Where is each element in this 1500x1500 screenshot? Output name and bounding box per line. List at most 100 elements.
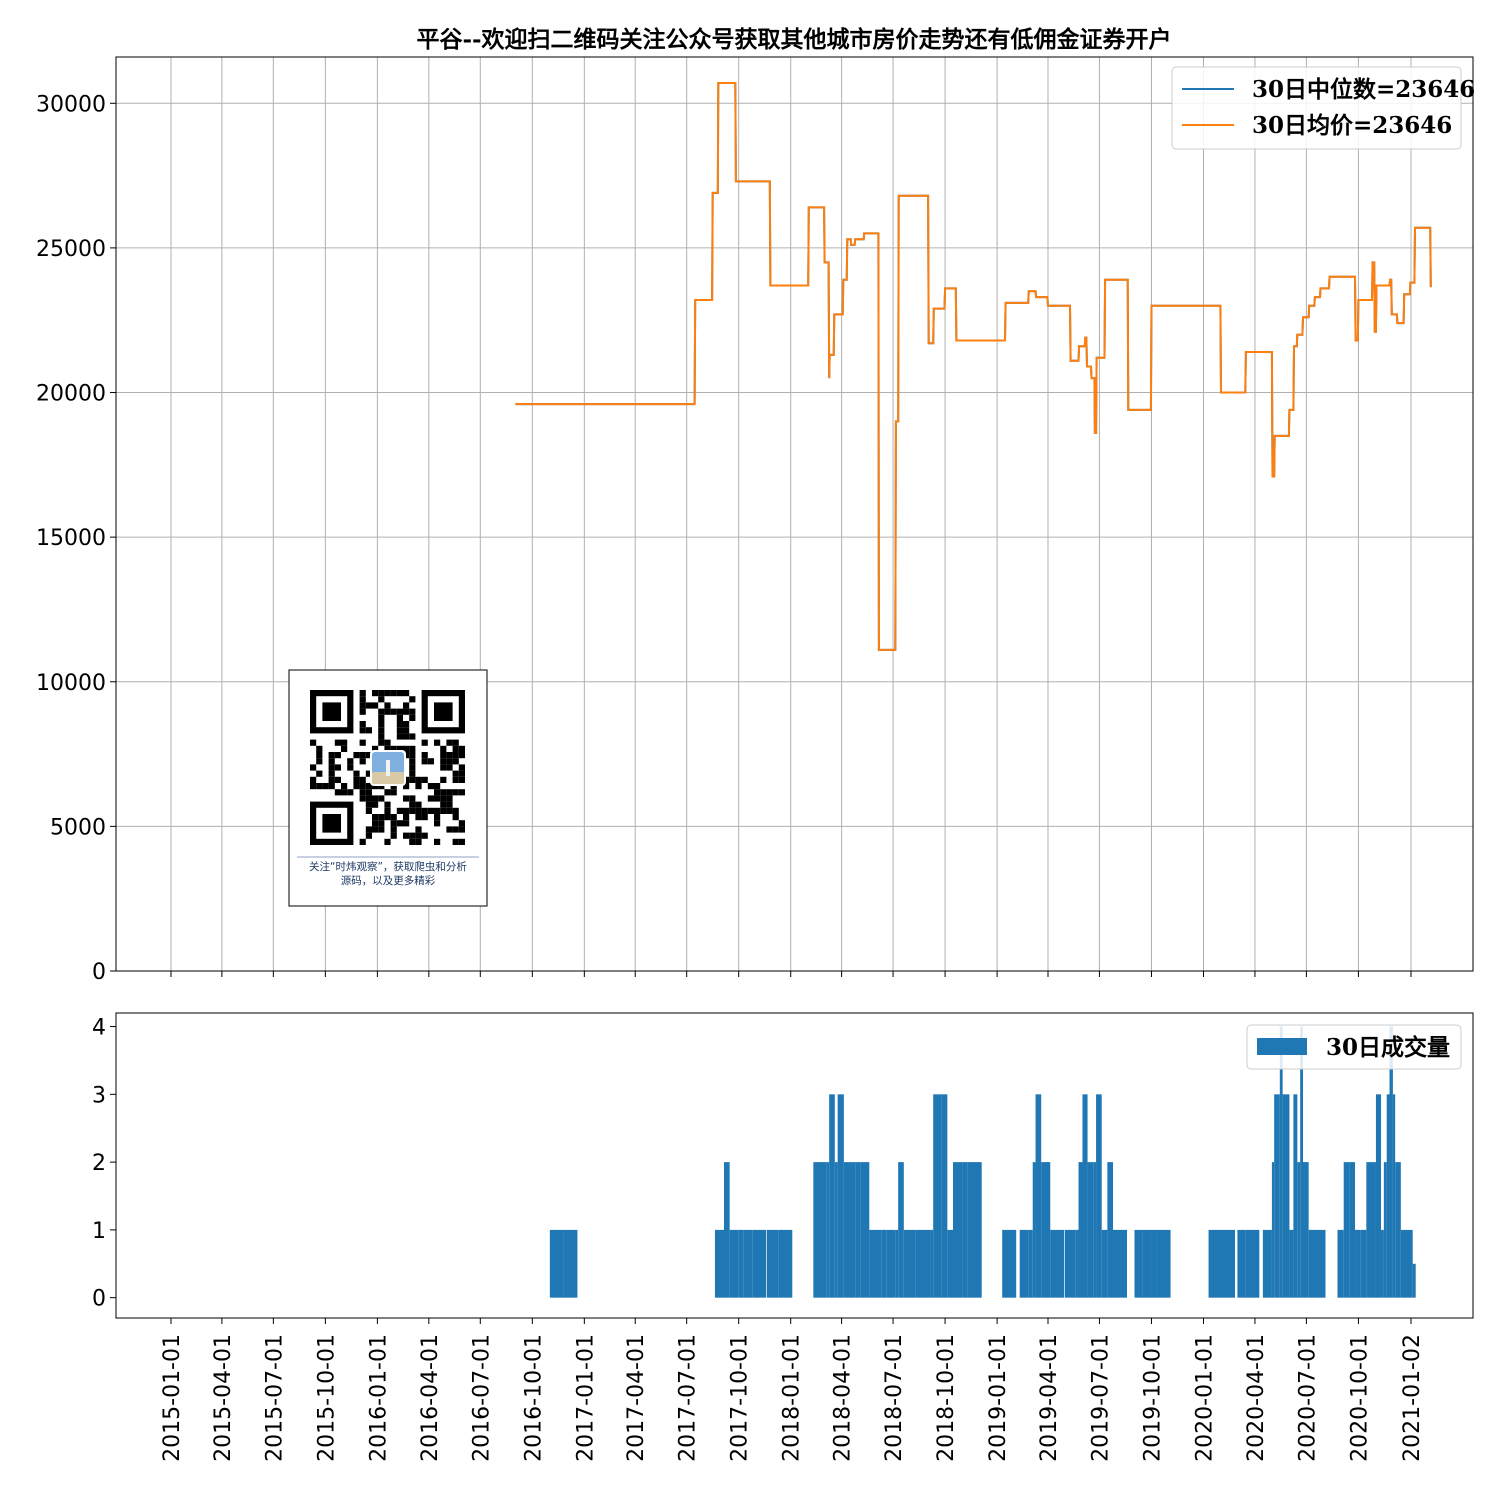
- qr-module: [452, 807, 459, 814]
- qr-module: [384, 838, 391, 845]
- qr-module: [409, 733, 416, 740]
- qr-module: [446, 801, 453, 808]
- qr-module: [384, 745, 391, 752]
- qr-module: [341, 789, 348, 796]
- qr-finder-center: [434, 702, 453, 721]
- volume-bar: [1400, 1229, 1407, 1298]
- qr-module: [359, 776, 366, 783]
- volume-x-tick-label: 2020-01-01: [1192, 1334, 1217, 1462]
- qr-module: [328, 752, 335, 759]
- volume-x-tick-label: 2016-07-01: [469, 1334, 494, 1462]
- qr-module: [396, 807, 403, 814]
- volume-y-tick-label: 1: [92, 1219, 106, 1244]
- qr-module: [378, 820, 385, 827]
- volume-bar: [881, 1229, 887, 1298]
- volume-bar: [829, 1094, 835, 1298]
- volume-bar: [1245, 1229, 1260, 1298]
- qr-module: [359, 752, 366, 759]
- volume-legend: 30日成交量: [1246, 1024, 1462, 1070]
- volume-bars: [549, 1026, 1416, 1298]
- volume-y-tick-label: 4: [92, 1016, 106, 1041]
- volume-y-tick-label: 0: [92, 1287, 106, 1312]
- qr-module: [359, 758, 366, 765]
- legend-label-mean: 30日均价=23646: [1252, 112, 1452, 139]
- qr-module: [378, 714, 385, 721]
- qr-module: [390, 820, 397, 827]
- volume-x-tick-label: 2018-04-01: [831, 1334, 856, 1462]
- qr-avatar-image: [370, 750, 406, 786]
- volume-bar: [1237, 1229, 1246, 1298]
- qr-module: [409, 708, 416, 715]
- qr-module: [409, 752, 416, 759]
- volume-bar: [967, 1162, 982, 1298]
- volume-bar: [1412, 1263, 1416, 1298]
- qr-module: [384, 801, 391, 808]
- qr-module: [403, 690, 410, 697]
- volume-y-axis: 0 1 2 3 4: [92, 1016, 116, 1312]
- qr-module: [446, 739, 453, 746]
- qr-module: [390, 783, 397, 790]
- qr-module: [347, 764, 354, 771]
- qr-module: [372, 826, 379, 833]
- qr-module: [409, 795, 416, 802]
- volume-bar: [1300, 1026, 1304, 1298]
- qr-module: [365, 702, 372, 709]
- qr-module: [458, 838, 465, 845]
- qr-module: [390, 832, 397, 839]
- qr-module: [390, 814, 397, 821]
- qr-caption-line-1: 关注“时炜观察”，获取爬虫和分析: [309, 860, 467, 873]
- volume-bar: [834, 1162, 838, 1298]
- volume-bar: [933, 1094, 942, 1298]
- volume-bar: [1082, 1094, 1088, 1298]
- qr-module: [353, 770, 360, 777]
- legend-label-volume: 30日成交量: [1326, 1034, 1450, 1061]
- volume-bar: [563, 1229, 578, 1298]
- qr-module: [365, 826, 372, 833]
- qr-module: [446, 758, 453, 765]
- qr-module: [396, 708, 403, 715]
- qr-module: [396, 727, 403, 734]
- qr-module: [440, 758, 447, 765]
- qr-module: [390, 789, 397, 796]
- volume-x-tick-label: 2018-07-01: [882, 1334, 907, 1462]
- qr-module: [328, 758, 335, 765]
- qr-module: [415, 783, 422, 790]
- volume-x-tick-label: 2021-01-02: [1400, 1334, 1425, 1462]
- qr-module: [390, 826, 397, 833]
- volume-bar: [869, 1229, 882, 1298]
- qr-module: [421, 814, 428, 821]
- qr-module: [384, 814, 391, 821]
- qr-module: [384, 739, 391, 746]
- qr-module: [359, 721, 366, 728]
- qr-module: [415, 814, 422, 821]
- volume-bar: [1375, 1094, 1382, 1298]
- volume-x-tick-label: 2020-07-01: [1295, 1334, 1320, 1462]
- qr-module: [421, 758, 428, 765]
- qr-module: [334, 764, 341, 771]
- qr-module: [378, 721, 385, 728]
- qr-module: [365, 795, 372, 802]
- qr-module: [421, 752, 428, 759]
- qr-module: [452, 814, 459, 821]
- qr-module: [359, 838, 366, 845]
- qr-caption-line-2: 源码，以及更多精彩: [341, 874, 436, 887]
- qr-module: [458, 745, 465, 752]
- volume-bar: [1271, 1162, 1275, 1298]
- qr-module: [378, 826, 385, 833]
- price-y-tick-label: 20000: [36, 382, 106, 407]
- legend-swatch-volume: [1257, 1038, 1307, 1055]
- price-y-axis: 0 5000 10000 15000 20000 25000 30000: [36, 92, 116, 985]
- qr-module: [378, 690, 385, 697]
- volume-bar: [1297, 1162, 1301, 1298]
- qr-module: [310, 783, 317, 790]
- qr-module: [328, 783, 335, 790]
- qr-module: [310, 764, 317, 771]
- qr-module: [458, 776, 465, 783]
- qr-finder-center: [322, 702, 341, 721]
- qr-module: [458, 770, 465, 777]
- qr-module: [452, 745, 459, 752]
- qr-module: [347, 789, 354, 796]
- qr-module: [434, 814, 441, 821]
- qr-module: [353, 783, 360, 790]
- volume-bar: [1392, 1094, 1396, 1298]
